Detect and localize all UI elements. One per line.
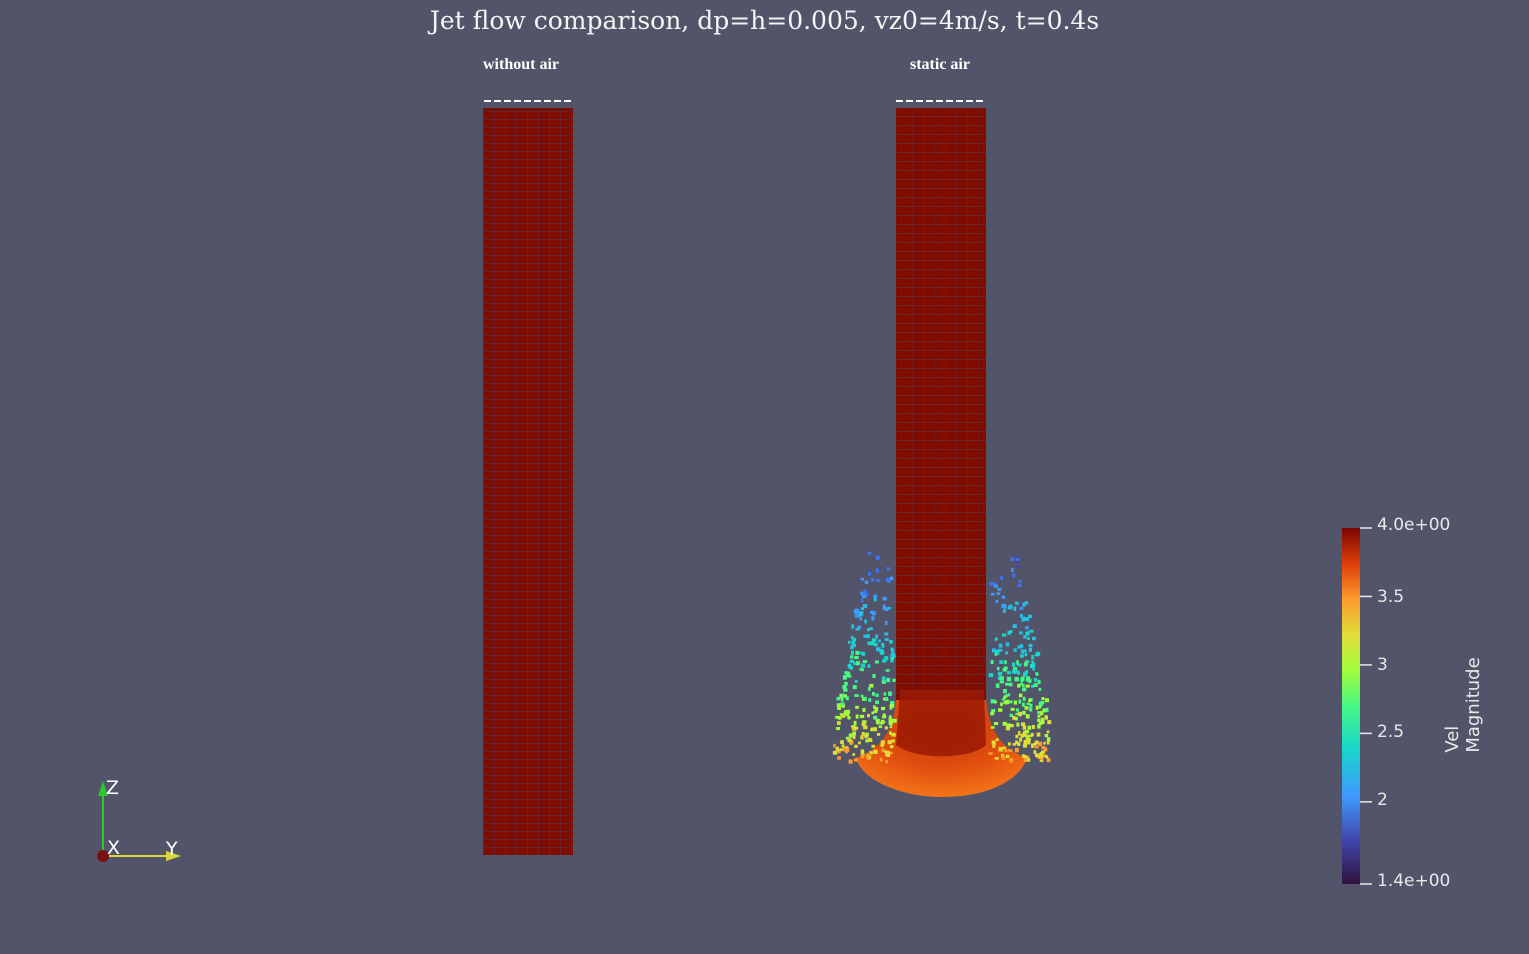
jet-without-air: [483, 100, 573, 855]
colorbar-tick-label: 4.0e+00: [1377, 515, 1451, 535]
air-spray-particles: [832, 551, 1052, 764]
colorbar-title: Vel Magnitude: [1442, 657, 1484, 753]
colorbar-tick-label: 2.5: [1377, 722, 1405, 742]
figure-title: Jet flow comparison, dp=h=0.005, vz0=4m/…: [429, 6, 1100, 35]
colorbar-tick-label: 3: [1377, 655, 1388, 675]
colorbar-tick-label: 1.4e+00: [1377, 871, 1451, 891]
colorbar-tick-label: 2: [1377, 790, 1388, 810]
jet-static-air: [832, 100, 1052, 797]
colorbar-tick-label: 3.5: [1377, 587, 1405, 607]
axis-label-y: Y: [166, 838, 178, 860]
panel-label-without-air: without air: [483, 56, 559, 73]
axis-label-x: X: [107, 837, 121, 859]
axis-label-z: Z: [106, 777, 120, 799]
colorbar-ticks: [1360, 527, 1372, 885]
panel-label-static-air: static air: [910, 56, 970, 73]
orientation-axes: [97, 781, 181, 862]
colorbar: [1342, 527, 1372, 885]
